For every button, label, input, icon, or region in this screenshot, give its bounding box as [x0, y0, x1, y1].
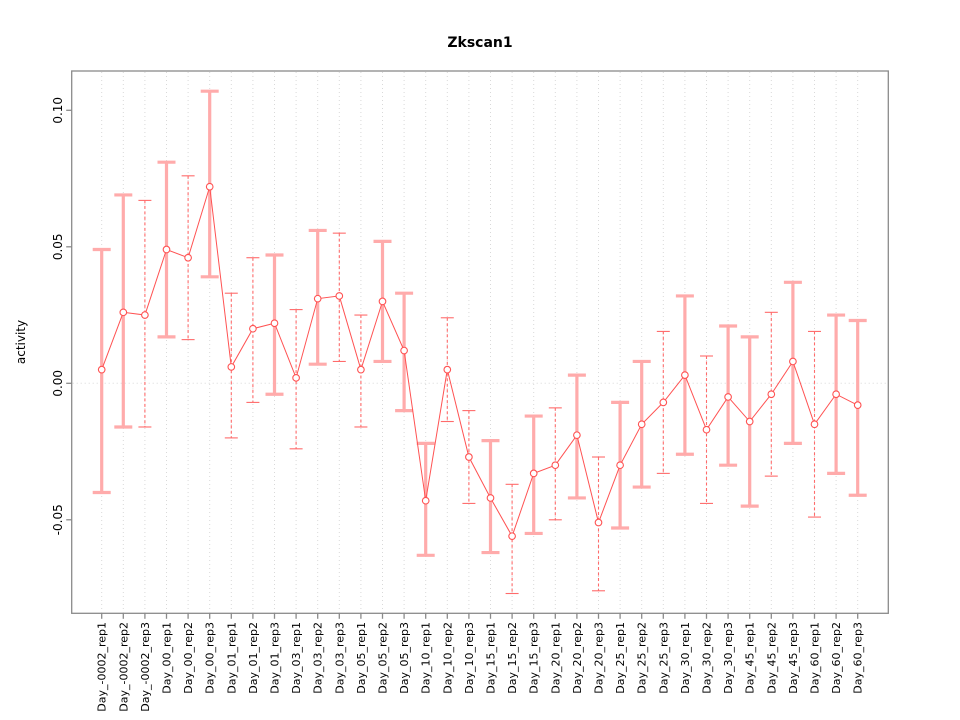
- x-tick-label: Day_45_rep3: [787, 622, 800, 694]
- x-tick-label: Day_01_rep2: [247, 622, 260, 694]
- data-point: [832, 390, 840, 399]
- x-tick-label: Day_00_rep2: [182, 622, 195, 694]
- x-tick-label: Day_60_rep3: [852, 622, 865, 694]
- x-tick-label: Day_10_rep3: [463, 622, 476, 694]
- data-point: [724, 393, 732, 401]
- error-bar: [656, 330, 670, 474]
- data-point: [594, 518, 603, 527]
- data-point: [421, 496, 430, 505]
- y-tick-label: 0.10: [51, 97, 65, 124]
- data-point: [767, 390, 776, 399]
- data-point: [378, 297, 387, 306]
- data-point: [227, 363, 236, 371]
- data-point: [313, 294, 322, 303]
- x-tick-label: Day_10_rep1: [420, 622, 433, 694]
- error-bar: [332, 232, 346, 363]
- x-tick-label: Day_-0002_rep3: [139, 622, 152, 712]
- x-tick-label: Day_25_rep3: [657, 622, 670, 694]
- x-tick-label: Day_00_rep3: [204, 622, 217, 694]
- data-point: [573, 431, 581, 440]
- data-point: [141, 311, 149, 319]
- x-tick-label: Day_-0002_rep2: [117, 622, 130, 712]
- y-axis-ticks: [66, 109, 72, 521]
- error-bar: [138, 199, 152, 428]
- x-tick-label: Day_03_rep3: [333, 622, 346, 694]
- data-point: [119, 308, 128, 317]
- x-tick-label: Day_15_rep1: [485, 622, 498, 694]
- x-tick-label: Day_03_rep2: [312, 622, 325, 694]
- error-bar: [505, 483, 519, 595]
- x-tick-label: Day_-0002_rep1: [96, 622, 109, 712]
- plot-border: [71, 70, 889, 614]
- x-gridlines: [101, 72, 859, 613]
- data-point: [486, 494, 495, 502]
- y-axis-title: activity: [14, 320, 28, 364]
- data-point: [465, 453, 473, 461]
- y-axis-labels: -0.05 0.00 0.05 0.10: [51, 97, 65, 535]
- x-axis-ticks: [101, 613, 859, 619]
- error-bar: [181, 175, 195, 341]
- data-point: [789, 357, 797, 366]
- series-line: [101, 186, 858, 538]
- error-bars: [92, 89, 867, 595]
- x-tick-label: Day_15_rep3: [528, 622, 541, 694]
- x-axis-labels: Day_-0002_rep1 Day_-0002_rep2 Day_-0002_re…: [96, 622, 865, 712]
- x-tick-label: Day_25_rep1: [614, 622, 627, 694]
- x-tick-label: Day_05_rep2: [377, 622, 390, 694]
- x-tick-label: Day_15_rep2: [506, 622, 519, 694]
- x-tick-label: Day_45_rep1: [744, 622, 757, 694]
- y-tick-label: 0.00: [51, 370, 65, 397]
- x-tick-label: Day_10_rep2: [441, 622, 454, 694]
- x-tick-label: Day_45_rep2: [765, 622, 778, 694]
- data-point: [551, 461, 560, 470]
- data-point: [810, 420, 819, 429]
- x-tick-label: Day_20_rep3: [593, 622, 606, 694]
- data-point: [249, 324, 257, 333]
- data-point: [270, 319, 279, 328]
- x-tick-label: Day_00_rep1: [161, 622, 174, 694]
- data-point: [97, 365, 106, 374]
- data-point: [205, 182, 214, 191]
- x-tick-label: Day_05_rep3: [398, 622, 411, 694]
- x-tick-label: Day_60_rep1: [809, 622, 822, 694]
- data-point: [616, 461, 624, 470]
- data-points: [97, 182, 862, 541]
- data-point: [400, 346, 408, 355]
- x-tick-label: Day_05_rep1: [355, 622, 368, 694]
- x-tick-label: Day_30_rep3: [722, 622, 735, 694]
- x-tick-label: Day_20_rep1: [549, 622, 562, 694]
- y-tick-label: -0.05: [51, 504, 65, 535]
- data-point: [681, 371, 689, 379]
- data-point: [162, 245, 171, 254]
- x-tick-label: Day_60_rep2: [830, 622, 843, 694]
- data-point: [335, 292, 344, 300]
- series-polyline: [101, 186, 858, 538]
- data-point: [357, 365, 365, 374]
- data-point: [443, 365, 452, 374]
- x-tick-label: Day_30_rep1: [679, 622, 692, 694]
- x-tick-label: Day_25_rep2: [636, 622, 649, 694]
- error-bar: [289, 309, 303, 450]
- x-tick-label: Day_01_rep3: [269, 622, 282, 694]
- data-point: [637, 420, 646, 429]
- data-point: [659, 398, 668, 407]
- data-point: [292, 373, 300, 382]
- data-point: [184, 253, 192, 262]
- data-point: [853, 401, 862, 409]
- chart-title: Zkscan1: [447, 35, 512, 51]
- data-point: [702, 425, 711, 434]
- y-tick-label: 0.05: [51, 233, 65, 260]
- x-tick-label: Day_30_rep2: [701, 622, 714, 694]
- error-bar: [808, 330, 821, 518]
- x-tick-label: Day_20_rep2: [571, 622, 584, 694]
- x-tick-label: Day_03_rep1: [290, 622, 303, 694]
- data-point: [529, 469, 538, 478]
- data-point: [508, 532, 516, 541]
- error-bar: [764, 311, 778, 477]
- x-tick-label: Day_01_rep1: [225, 622, 238, 694]
- data-point: [745, 417, 754, 426]
